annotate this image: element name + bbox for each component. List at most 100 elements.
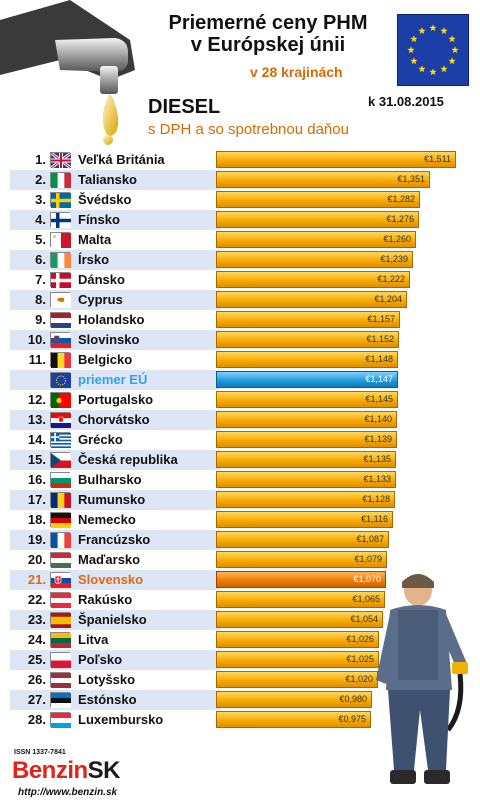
issn-label: ISSN 1337-7841 [14, 749, 66, 756]
chart-row: 17. Rumunsko €1,128 [10, 490, 470, 510]
fuel-type-label: DIESEL [148, 96, 221, 118]
price-value-label: €1,145 [365, 394, 393, 404]
rank-label: 5. [35, 232, 46, 247]
rank-label: 23. [27, 612, 46, 627]
price-bar: €1,087 [216, 531, 389, 548]
eu-star [410, 57, 418, 65]
flag-eu-icon [50, 372, 71, 388]
country-label: Lotyšsko [78, 672, 136, 687]
eu-star [440, 27, 448, 35]
chart-subtitle: v 28 krajinách [250, 64, 343, 80]
chart-row: 24. Litva €1,026 [10, 630, 470, 650]
chart-row: 21. Slovensko €1,070 [10, 570, 470, 590]
price-value-label: €1,222 [377, 274, 405, 284]
price-value-label: €1,511 [424, 154, 451, 164]
rank-label: 14. [27, 432, 46, 447]
tax-note: s DPH a so spotrebnou daňou [148, 121, 349, 138]
price-value-label: €1,140 [364, 414, 392, 424]
price-bar: €1,145 [216, 391, 398, 408]
price-bar: €1,139 [216, 431, 397, 448]
price-value-label: €1,065 [352, 594, 380, 604]
chart-row: 16. Bulharsko €1,133 [10, 470, 470, 490]
flag-cy-icon [50, 292, 71, 308]
rank-label: 25. [27, 652, 46, 667]
country-label: Belgicko [78, 352, 133, 367]
rank-label: 2. [35, 172, 46, 187]
chart-row: priemer EÚ €1,147 [10, 370, 470, 390]
gas-station-worker-illustration [376, 574, 468, 784]
chart-row: 11. Belgicko €1,148 [10, 350, 470, 370]
price-bar: €1,026 [216, 631, 379, 648]
price-bar: €1,157 [216, 311, 400, 328]
price-bar: €1,020 [216, 671, 378, 688]
chart-row: 9. Holandsko €1,157 [10, 310, 470, 330]
chart-row: 1. Veľká Británia €1,511 [10, 150, 470, 170]
price-bar: €1,079 [216, 551, 387, 568]
country-label: Holandsko [78, 312, 145, 327]
flag-gb-icon [50, 151, 72, 170]
country-label: Luxembursko [78, 712, 164, 727]
country-label: Cyprus [78, 292, 123, 307]
country-label: Švédsko [78, 192, 132, 207]
flag-ee-icon [50, 692, 71, 709]
price-bar: €1,204 [216, 291, 407, 308]
rank-label: 7. [35, 272, 46, 287]
country-label: Slovensko [78, 572, 144, 587]
eu-star [451, 46, 459, 54]
price-value-label: €1,026 [346, 634, 374, 644]
price-value-label: €1,239 [380, 254, 408, 264]
rank-label: 18. [27, 512, 46, 527]
chart-row: 2. Taliansko €1,351 [10, 170, 470, 190]
rank-label: 24. [27, 632, 46, 647]
price-value-label: €1,148 [365, 354, 393, 364]
country-label: Poľsko [78, 652, 123, 667]
price-bar: €1,282 [216, 191, 420, 208]
country-label: Rumunsko [78, 492, 146, 507]
country-label: Grécko [78, 432, 123, 447]
chart-row: 13. Chorvátsko €1,140 [10, 410, 470, 430]
flag-mt-icon [50, 232, 71, 248]
eu-star [448, 57, 456, 65]
rank-label: 28. [27, 712, 46, 727]
rank-label: 4. [35, 212, 46, 227]
chart-row: 14. Grécko €1,139 [10, 430, 470, 450]
price-value-label: €0,980 [339, 694, 367, 704]
flag-it-icon [50, 172, 72, 188]
rank-label: 17. [27, 492, 46, 507]
flag-bg-icon [50, 472, 71, 489]
price-value-label: €1,204 [374, 294, 402, 304]
flag-fi-icon [50, 212, 71, 228]
price-bar: €1,222 [216, 271, 410, 288]
rank-label: 9. [35, 312, 46, 327]
country-label: Francúzsko [78, 532, 151, 547]
flag-lu-icon [50, 712, 71, 729]
price-bar: €1,133 [216, 471, 396, 488]
rank-label: 12. [27, 392, 46, 407]
chart-row: 28. Luxembursko €0,975 [10, 710, 470, 730]
flag-se-icon [50, 192, 71, 208]
chart-row: 18. Nemecko €1,116 [10, 510, 470, 530]
country-label: Česká republika [78, 452, 178, 467]
chart-row: 26. Lotyšsko €1,020 [10, 670, 470, 690]
price-value-label: €1,128 [362, 494, 390, 504]
eu-star [418, 65, 426, 73]
eu-star [410, 35, 418, 43]
benzinsk-logo: BenzinSK [12, 757, 121, 785]
price-bar: €1,070 [216, 571, 386, 588]
country-label: Litva [78, 632, 109, 647]
rank-label: 21. [27, 572, 46, 587]
logo-text-benzin: Benzin [12, 757, 88, 784]
price-bar: €1,147 [216, 371, 398, 388]
price-bar: €0,975 [216, 711, 371, 728]
rank-label: 13. [27, 412, 46, 427]
price-value-label: €1,282 [387, 194, 415, 204]
price-value-label: €1,147 [365, 374, 393, 384]
country-label: Malta [78, 232, 112, 247]
rank-label: 1. [35, 152, 46, 167]
flag-gr-icon [50, 432, 71, 448]
country-label: Estónsko [78, 692, 137, 707]
price-bar: €1,140 [216, 411, 397, 428]
flag-lv-icon [50, 672, 71, 689]
eu-star [429, 68, 437, 76]
rank-label: 26. [27, 672, 46, 687]
